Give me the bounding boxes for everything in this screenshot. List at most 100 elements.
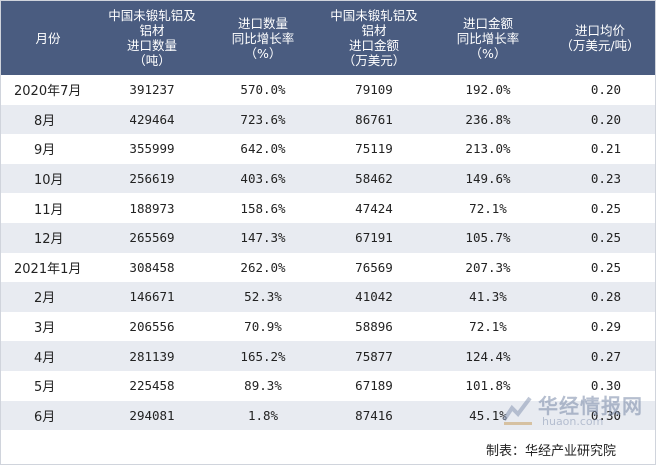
amount-yoy-cell: 236.8%	[431, 104, 545, 135]
qty-yoy-header: 进口数量 同比增长率 （%）	[209, 1, 317, 75]
amount-yoy-cell: 105.7%	[431, 222, 545, 253]
qty-header: 中国未锻轧铝及 铝材 进口数量 （吨）	[95, 1, 209, 75]
price-cell: 0.30	[545, 400, 655, 431]
qty-cell: 146671	[95, 282, 209, 312]
qty-yoy-cell: 52.3%	[209, 282, 317, 312]
amount-yoy-cell: 45.1%	[431, 400, 545, 431]
qty-cell: 281139	[95, 341, 209, 371]
qty-cell: 294081	[95, 400, 209, 431]
amount-yoy-header: 进口金额 同比增长率 （%）	[431, 1, 545, 75]
price-cell: 0.20	[545, 75, 655, 105]
table-row: 6月 294081 1.8% 87416 45.1% 0.30	[1, 400, 655, 431]
amount-cell: 41042	[317, 282, 431, 312]
qty-yoy-cell: 723.6%	[209, 104, 317, 135]
amount-cell: 86761	[317, 104, 431, 135]
month-cell: 2月	[1, 282, 95, 312]
table-row: 9月 355999 642.0% 75119 213.0% 0.21	[1, 134, 655, 164]
header-line: （万美元/吨）	[560, 38, 640, 53]
qty-yoy-cell: 403.6%	[209, 163, 317, 194]
price-cell: 0.20	[545, 104, 655, 135]
amount-cell: 67189	[317, 370, 431, 401]
header-line: （万美元）	[342, 53, 406, 68]
qty-yoy-cell: 158.6%	[209, 193, 317, 223]
header-line: （吨）	[133, 53, 171, 68]
header-line: 中国未锻轧铝及	[330, 8, 418, 23]
header-line: 铝材	[139, 23, 165, 38]
table-row: 4月 281139 165.2% 75877 124.4% 0.27	[1, 341, 655, 371]
qty-cell: 265569	[95, 222, 209, 253]
amount-cell: 67191	[317, 222, 431, 253]
amount-cell: 87416	[317, 400, 431, 431]
month-cell: 2020年7月	[1, 75, 95, 105]
qty-cell: 355999	[95, 134, 209, 164]
header-line: 铝材	[361, 23, 387, 38]
amount-cell: 58462	[317, 163, 431, 194]
month-cell: 5月	[1, 370, 95, 401]
header-line: 进口金额	[462, 15, 513, 31]
table-row: 5月 225458 89.3% 67189 101.8% 0.30	[1, 370, 655, 401]
qty-cell: 308458	[95, 252, 209, 283]
qty-cell: 391237	[95, 75, 209, 105]
amount-yoy-cell: 213.0%	[431, 134, 545, 164]
header-line: 月份	[35, 30, 61, 46]
qty-cell: 225458	[95, 370, 209, 401]
table-row: 10月 256619 403.6% 58462 149.6% 0.23	[1, 163, 655, 194]
price-cell: 0.29	[545, 311, 655, 342]
qty-yoy-cell: 1.8%	[209, 400, 317, 431]
price-cell: 0.28	[545, 282, 655, 312]
qty-yoy-cell: 147.3%	[209, 222, 317, 253]
table-row: 3月 206556 70.9% 58896 72.1% 0.29	[1, 311, 655, 342]
qty-yoy-cell: 262.0%	[209, 252, 317, 283]
header-line: 进口数量	[237, 15, 288, 31]
table-row: 8月 429464 723.6% 86761 236.8% 0.20	[1, 104, 655, 135]
qty-cell: 188973	[95, 193, 209, 223]
amount-yoy-cell: 72.1%	[431, 193, 545, 223]
amount-yoy-cell: 192.0%	[431, 75, 545, 105]
qty-cell: 256619	[95, 163, 209, 194]
header-line: 同比增长率	[231, 30, 295, 46]
amount-yoy-cell: 124.4%	[431, 341, 545, 371]
header-line: （%）	[469, 45, 507, 61]
header-line: 同比增长率	[456, 30, 520, 46]
table-header-row: 月份 中国未锻轧铝及 铝材 进口数量 （吨） 进口数量 同比增长率 （%） 中国未锻轧铝及 铝材进…	[1, 1, 655, 75]
amount-cell: 75119	[317, 134, 431, 164]
qty-yoy-cell: 89.3%	[209, 370, 317, 401]
price-cell: 0.30	[545, 370, 655, 401]
table-row: 2月 146671 52.3% 41042 41.3% 0.28	[1, 282, 655, 312]
qty-cell: 206556	[95, 311, 209, 342]
month-cell: 9月	[1, 134, 95, 164]
amount-cell: 58896	[317, 311, 431, 342]
price-cell: 0.23	[545, 163, 655, 194]
header-line: 进口均价	[574, 23, 625, 38]
table-row: 12月 265569 147.3% 67191 105.7% 0.25	[1, 222, 655, 253]
source-note: 制表：华经产业研究院	[485, 444, 616, 459]
month-cell: 12月	[1, 222, 95, 253]
month-cell: 4月	[1, 341, 95, 371]
qty-yoy-cell: 70.9%	[209, 311, 317, 342]
month-cell: 10月	[1, 163, 95, 194]
month-cell: 11月	[1, 193, 95, 223]
qty-cell: 429464	[95, 104, 209, 135]
table-row: 2020年7月 391237 570.0% 79109 192.0% 0.20	[1, 75, 655, 105]
amount-cell: 75877	[317, 341, 431, 371]
amount-yoy-cell: 207.3%	[431, 252, 545, 283]
amount-yoy-cell: 41.3%	[431, 282, 545, 312]
price-cell: 0.25	[545, 222, 655, 253]
amount-header: 中国未锻轧铝及 铝材 进口金额 （万美元）	[317, 1, 431, 75]
table-row: 11月 188973 158.6% 47424 72.1% 0.25	[1, 193, 655, 223]
qty-yoy-cell: 165.2%	[209, 341, 317, 371]
import-data-table: 月份 中国未锻轧铝及 铝材 进口数量 （吨） 进口数量 同比增长率 （%） 中国未锻轧铝及 铝材进…	[1, 1, 655, 431]
header-line: 进口数量	[126, 38, 177, 53]
month-cell: 6月	[1, 400, 95, 431]
amount-yoy-cell: 101.8%	[431, 370, 545, 401]
qty-yoy-cell: 570.0%	[209, 75, 317, 105]
qty-yoy-cell: 642.0%	[209, 134, 317, 164]
amount-cell: 76569	[317, 252, 431, 283]
header-line: （%）	[244, 45, 282, 61]
price-cell: 0.25	[545, 193, 655, 223]
price-header: 进口均价 （万美元/吨）	[545, 1, 655, 75]
price-cell: 0.25	[545, 252, 655, 283]
amount-cell: 79109	[317, 75, 431, 105]
price-cell: 0.21	[545, 134, 655, 164]
amount-yoy-cell: 72.1%	[431, 311, 545, 342]
